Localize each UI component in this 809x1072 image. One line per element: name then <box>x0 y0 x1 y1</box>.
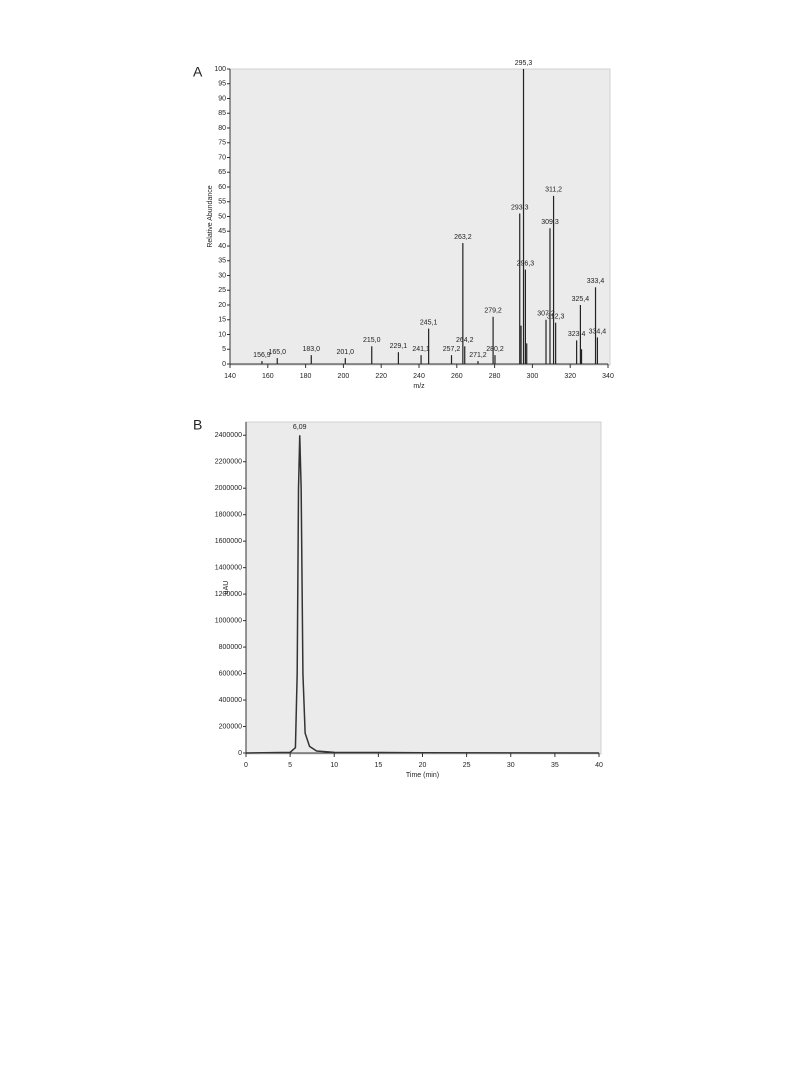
x-axis-title: m/z <box>413 383 425 390</box>
y-tick-label: 0 <box>222 361 226 368</box>
y-tick-label: 25 <box>218 287 226 294</box>
peak-label: 323,4 <box>568 331 586 338</box>
x-tick-label: 0 <box>244 762 248 769</box>
peak-label: 245,1 <box>420 319 438 326</box>
x-tick-label: 340 <box>602 373 614 380</box>
y-tick-label: 1200000 <box>215 591 242 598</box>
y-tick-label: 45 <box>218 228 226 235</box>
trace <box>245 435 600 754</box>
x-axis-title: Time (min) <box>406 772 439 779</box>
peak-label: 307,2 <box>537 311 555 318</box>
y-tick-label: 1000000 <box>215 617 242 624</box>
x-tick-label: 35 <box>551 762 559 769</box>
y-tick-label: 80 <box>218 125 226 132</box>
x-tick-label: 300 <box>527 373 539 380</box>
x-tick-label: 30 <box>507 762 515 769</box>
panel-label: B <box>193 417 202 433</box>
peak-label: 295,3 <box>515 60 533 67</box>
x-tick-label: 200 <box>338 373 350 380</box>
y-tick-label: 50 <box>218 213 226 220</box>
x-tick-label: 15 <box>374 762 382 769</box>
y-tick-label: 2400000 <box>215 432 242 439</box>
y-tick-label: 20 <box>218 302 226 309</box>
peak-label: 271,2 <box>469 352 487 359</box>
peak-label: 215,0 <box>363 337 381 344</box>
x-tick-label: 20 <box>419 762 427 769</box>
x-tick-label: 280 <box>489 373 501 380</box>
y-tick-label: 35 <box>218 258 226 265</box>
y-tick-label: 85 <box>218 110 226 117</box>
y-tick-label: 2200000 <box>215 459 242 466</box>
y-tick-label: 5 <box>222 346 226 353</box>
peak-label: 279,2 <box>484 308 502 315</box>
peak-label: 296,3 <box>517 260 535 267</box>
y-tick-label: 40 <box>218 243 226 250</box>
peak-label: 333,4 <box>587 278 605 285</box>
x-tick-label: 220 <box>375 373 387 380</box>
peak-label: 201,0 <box>337 349 355 356</box>
y-tick-label: 15 <box>218 317 226 324</box>
y-tick-label: 10 <box>218 331 226 338</box>
y-tick-label: 600000 <box>219 670 242 677</box>
y-tick-label: 90 <box>218 95 226 102</box>
peak-label: 263,2 <box>454 234 472 241</box>
peak-label: 312,3 <box>547 314 565 321</box>
y-tick-label: 55 <box>218 199 226 206</box>
y-tick-label: 30 <box>218 272 226 279</box>
x-tick-label: 40 <box>595 762 603 769</box>
peak-label: 264,2 <box>456 337 474 344</box>
y-tick-label: 95 <box>218 81 226 88</box>
y-tick-label: 70 <box>218 154 226 161</box>
peak-label: 311,2 <box>545 187 562 194</box>
y-axis-title: Relative Abundance <box>207 185 214 247</box>
peak-label: 156,9 <box>253 352 271 359</box>
y-axis-title: uAU <box>223 581 230 595</box>
x-tick-label: 10 <box>330 762 338 769</box>
peak-label: 229,1 <box>390 343 408 350</box>
x-tick-label: 25 <box>463 762 471 769</box>
y-tick-label: 0 <box>238 750 242 757</box>
y-tick-label: 60 <box>218 184 226 191</box>
y-tick-label: 2000000 <box>215 485 242 492</box>
peak-label: 325,4 <box>572 296 590 303</box>
x-tick-label: 160 <box>262 373 274 380</box>
peak-label: 334,4 <box>589 328 607 335</box>
peak-label: 280,2 <box>486 346 504 353</box>
peak-label: 257,2 <box>443 346 461 353</box>
y-tick-label: 65 <box>218 169 226 176</box>
x-tick-label: 5 <box>288 762 292 769</box>
y-tick-label: 1600000 <box>215 538 242 545</box>
x-tick-label: 240 <box>413 373 425 380</box>
x-tick-label: 180 <box>300 373 312 380</box>
plot-area <box>229 68 611 366</box>
peak-label: 183,0 <box>303 346 321 353</box>
y-tick-label: 1400000 <box>215 564 242 571</box>
x-tick-label: 260 <box>451 373 463 380</box>
y-tick-label: 200000 <box>219 723 242 730</box>
panel-label: A <box>193 64 203 80</box>
y-tick-label: 100 <box>214 66 226 73</box>
peak-label: 165,0 <box>268 349 286 356</box>
peak-label: 6,09 <box>293 424 307 431</box>
x-tick-label: 140 <box>224 373 236 380</box>
peak-label: 241,1 <box>412 346 430 353</box>
x-tick-label: 320 <box>564 373 576 380</box>
y-tick-label: 75 <box>218 140 226 147</box>
peak-label: 309,3 <box>541 219 559 226</box>
y-tick-label: 1800000 <box>215 512 242 519</box>
y-tick-label: 400000 <box>219 697 242 704</box>
peak-label: 293,3 <box>511 204 529 211</box>
y-tick-label: 800000 <box>219 644 242 651</box>
